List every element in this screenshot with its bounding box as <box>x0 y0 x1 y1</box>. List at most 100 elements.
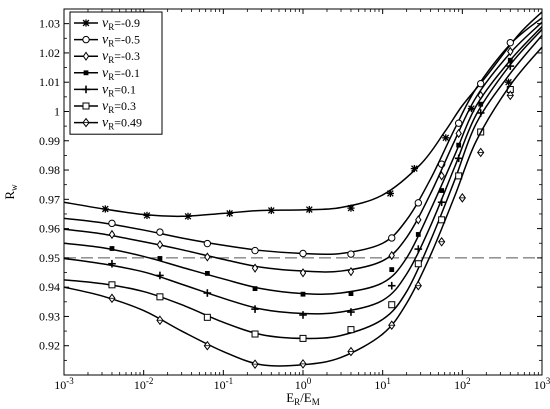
data-point <box>156 228 164 236</box>
data-point <box>299 249 307 258</box>
data-point <box>410 164 418 173</box>
marker-shape <box>204 252 211 262</box>
data-point <box>415 232 421 237</box>
legend-marker <box>82 85 90 94</box>
x-axis-title-part: E <box>286 390 294 405</box>
data-point <box>388 250 395 261</box>
legend-symbol: ν <box>102 116 109 131</box>
series-6 <box>64 46 542 369</box>
series-line <box>64 17 542 256</box>
legend-symbol: ν <box>102 99 109 114</box>
legend-symbol: ν <box>102 49 109 64</box>
data-point <box>143 211 151 220</box>
data-point <box>388 320 396 331</box>
data-point <box>157 256 163 261</box>
series-line <box>64 21 542 273</box>
x-tick-base: 10 <box>534 378 546 392</box>
x-axis-title-part: /E <box>300 390 312 405</box>
data-point <box>203 239 212 248</box>
marker-shape <box>82 102 90 110</box>
data-point <box>388 301 396 309</box>
marker-shape <box>82 35 90 44</box>
marker-shape <box>348 291 354 297</box>
series-5 <box>64 34 542 342</box>
data-point <box>507 46 514 57</box>
marker-shape <box>156 228 164 236</box>
data-point <box>347 250 355 258</box>
marker-shape <box>415 232 421 237</box>
marker-shape <box>156 293 164 301</box>
y-tick-label: 1 <box>54 104 60 118</box>
marker-shape <box>204 270 210 276</box>
marker-shape <box>414 199 422 207</box>
marker-shape <box>251 330 259 338</box>
data-point <box>454 154 463 163</box>
data-point <box>252 286 258 292</box>
marker-shape <box>438 171 445 181</box>
marker-shape <box>476 79 485 88</box>
data-point <box>415 215 422 225</box>
x-tick-label: 10-2 <box>134 376 154 392</box>
data-point <box>226 209 234 217</box>
legend-marker <box>83 70 89 76</box>
data-point <box>108 281 116 289</box>
legend-marker <box>82 102 90 110</box>
x-tick-label: 100 <box>295 376 312 392</box>
marker-shape <box>347 250 355 258</box>
data-point <box>389 267 395 272</box>
data-point <box>458 193 466 203</box>
legend-label: νR=-0.5 <box>102 33 140 49</box>
data-point <box>386 189 394 198</box>
marker-shape <box>347 326 355 334</box>
legend-subscript: R <box>108 72 114 82</box>
series-line <box>64 34 542 340</box>
data-point <box>156 240 164 250</box>
data-point <box>305 205 313 214</box>
marker-shape <box>252 286 258 292</box>
marker-shape <box>389 267 395 272</box>
data-point <box>251 246 259 255</box>
data-point <box>299 311 307 319</box>
x-tick-label: 103 <box>534 376 550 392</box>
y-tick-label: 0.92 <box>39 339 60 353</box>
data-point <box>299 359 307 369</box>
data-point <box>156 315 164 326</box>
data-point <box>456 142 462 148</box>
legend-label: νR=0.3 <box>102 99 136 115</box>
data-point <box>455 128 462 139</box>
data-point <box>414 260 422 268</box>
data-point <box>203 313 211 321</box>
legend-subscript: R <box>108 22 114 32</box>
x-tick-label: 10-1 <box>214 376 234 392</box>
legend-marker <box>82 117 90 128</box>
data-point <box>267 206 275 215</box>
marker-shape <box>388 301 396 309</box>
data-point <box>156 293 164 301</box>
marker-shape <box>388 250 395 261</box>
marker-shape <box>439 188 445 193</box>
y-tick-label: 1.03 <box>39 17 60 31</box>
marker-shape <box>83 70 89 76</box>
y-tick-label: 0.99 <box>39 134 60 148</box>
data-point <box>348 291 354 297</box>
marker-shape <box>157 256 163 261</box>
legend-marker <box>82 35 90 44</box>
x-tick-base: 10 <box>374 378 386 392</box>
legend-marker <box>82 19 90 27</box>
x-tick-label: 101 <box>374 376 391 392</box>
y-tick-label: 0.95 <box>39 251 60 265</box>
legend-value: =-0.5 <box>114 33 140 47</box>
marker-shape <box>108 229 116 240</box>
legend-label: νR=-0.3 <box>102 49 140 65</box>
data-point <box>347 346 355 357</box>
legend-symbol: ν <box>102 33 109 48</box>
marker-shape <box>478 101 484 107</box>
data-point <box>204 252 211 262</box>
data-point <box>251 330 259 338</box>
data-point <box>203 289 212 297</box>
data-point <box>414 199 422 207</box>
data-point <box>347 308 355 316</box>
x-tick-exponent: 2 <box>466 376 471 386</box>
legend-subscript: R <box>108 39 114 49</box>
marker-shape <box>507 46 514 57</box>
